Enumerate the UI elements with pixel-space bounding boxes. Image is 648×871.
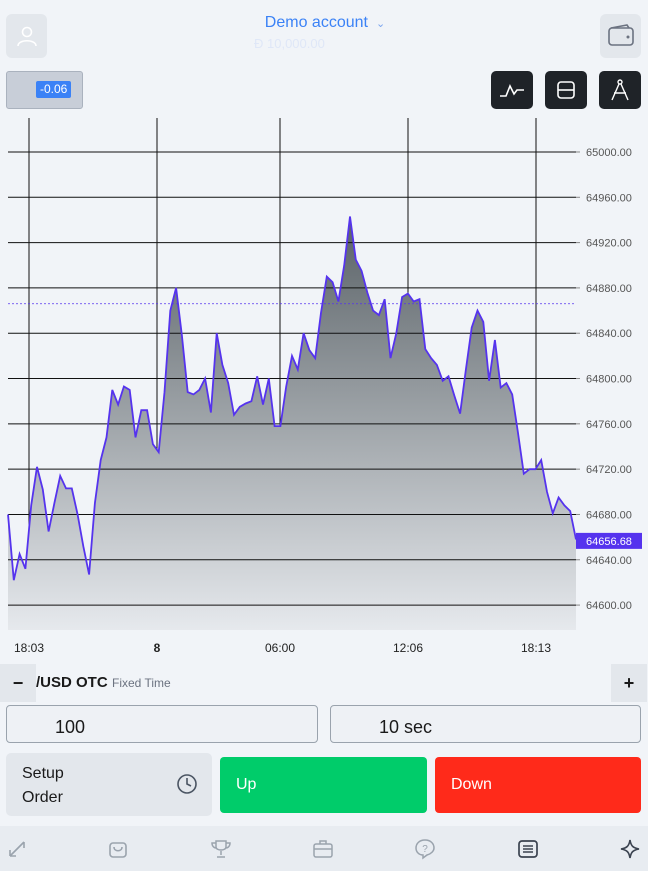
setup-order-line2: Order: [22, 789, 63, 806]
y-tick-label: 64800.00: [586, 374, 632, 386]
price-area: [8, 216, 576, 630]
top-bar: Demo account ⌄ Đ 10,000.00: [0, 0, 648, 66]
amount-input[interactable]: 100: [6, 705, 318, 743]
news-icon[interactable]: [517, 838, 539, 860]
chevron-down-icon: ⌄: [375, 18, 386, 30]
asset-type: Fixed Time: [112, 676, 171, 690]
y-tick-label: 64880.00: [586, 283, 632, 295]
clock-icon: [177, 774, 197, 794]
current-price-tag: [576, 532, 642, 549]
x-tick-label: 18:13: [521, 641, 551, 655]
briefcase-icon[interactable]: [312, 838, 334, 860]
bag-icon[interactable]: [107, 838, 129, 860]
y-tick-label: 64600.00: [586, 600, 632, 612]
setup-order-button[interactable]: Setup Order: [6, 753, 212, 816]
y-tick-label: 64960.00: [586, 192, 632, 204]
chart-type-button[interactable]: [491, 71, 533, 109]
svg-text:?: ?: [422, 844, 428, 855]
price-change-badge: -0.06: [36, 81, 72, 98]
drawing-tools-button[interactable]: [599, 71, 641, 109]
account-balance: Đ 10,000.00: [254, 36, 325, 51]
y-tick-label: 64920.00: [586, 238, 632, 250]
y-tick-label: 64840.00: [586, 328, 632, 340]
price-line: [7, 216, 577, 581]
x-tick-label: 12:06: [393, 641, 423, 655]
account-title: Demo account ⌄: [264, 14, 386, 31]
wallet-icon: [607, 24, 634, 46]
x-tick-label: 06:00: [265, 641, 295, 655]
down-button[interactable]: Down: [435, 757, 641, 813]
price-chart[interactable]: 65000.00 64960.00 64920.00 64880.00 64840.00…: [0, 118, 648, 664]
current-price-label: 64656.68: [586, 536, 632, 548]
y-tick-label: 64640.00: [586, 555, 632, 567]
line-chart-icon: [500, 84, 524, 97]
y-tick-label: 64720.00: [586, 464, 632, 476]
trophy-icon[interactable]: [210, 838, 232, 860]
star-icon[interactable]: [619, 838, 641, 860]
indicators-button[interactable]: [545, 71, 587, 109]
up-button[interactable]: Up: [220, 757, 427, 813]
user-icon: [16, 26, 37, 47]
zoom-in-button[interactable]: +: [611, 664, 647, 702]
wallet-button[interactable]: [600, 14, 641, 58]
x-tick-label: 8: [154, 641, 161, 655]
compass-icon: [611, 79, 629, 101]
duration-input[interactable]: 10 sec: [330, 705, 641, 743]
panel-icon: [557, 81, 575, 99]
asset-row: − /USD OTC Fixed Time +: [0, 664, 648, 702]
y-tick-label: 65000.00: [586, 147, 632, 159]
y-tick-label: 64680.00: [586, 509, 632, 521]
zoom-out-button[interactable]: −: [0, 664, 36, 702]
y-tick-label: 64760.00: [586, 419, 632, 431]
help-icon[interactable]: ?: [414, 838, 436, 860]
x-tick-label: 18:03: [14, 641, 44, 655]
asset-name[interactable]: /USD OTC: [36, 674, 108, 691]
profile-button[interactable]: [6, 14, 47, 58]
arrows-icon[interactable]: [6, 838, 28, 860]
price-change-box[interactable]: -0.06: [6, 71, 83, 109]
account-selector[interactable]: Demo account ⌄ Đ 10,000.00: [200, 14, 450, 51]
bottom-nav: ?: [0, 826, 648, 871]
setup-order-line1: Setup: [22, 765, 64, 782]
